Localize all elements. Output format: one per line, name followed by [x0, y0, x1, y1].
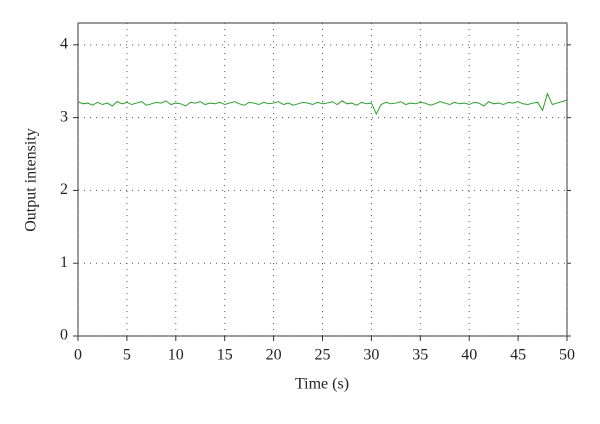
- x-tick-label: 50: [559, 347, 575, 364]
- x-tick-label: 5: [123, 347, 131, 364]
- x-tick-label: 30: [363, 347, 379, 364]
- y-tick-label: 4: [60, 36, 68, 53]
- y-tick-label: 2: [60, 181, 68, 198]
- x-tick-label: 10: [168, 347, 184, 364]
- x-tick-label: 45: [510, 347, 526, 364]
- x-tick-label: 35: [412, 347, 428, 364]
- y-tick-label: 3: [60, 108, 68, 125]
- x-axis-label: Time (s): [295, 376, 349, 393]
- x-tick-label: 25: [315, 347, 331, 364]
- x-tick-label: 40: [461, 347, 477, 364]
- x-tick-label: 20: [266, 347, 282, 364]
- y-tick-label: 0: [60, 327, 68, 344]
- data-line: [77, 92, 568, 116]
- x-tick-label: 0: [74, 347, 82, 364]
- y-tick-label: 1: [60, 254, 68, 271]
- x-tick-label: 15: [217, 347, 233, 364]
- y-axis-label: Output intensity: [23, 128, 40, 232]
